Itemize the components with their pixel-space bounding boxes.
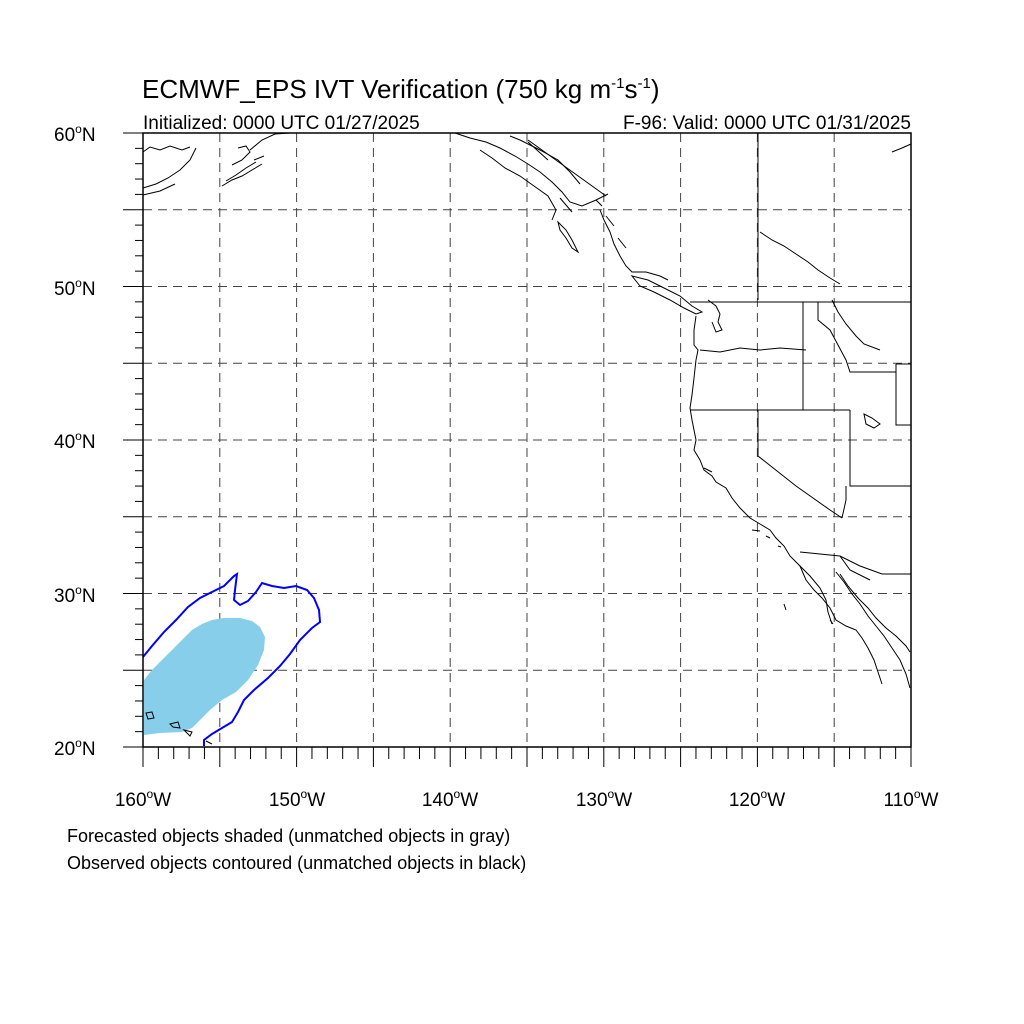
lon-label-150: 150oW [269,787,325,811]
subtitle-initialized: Initialized: 0000 UTC 01/27/2025 [143,113,420,134]
subtitle-valid: F-96: Valid: 0000 UTC 01/31/2025 [623,113,911,134]
lon-label-120: 120oW [729,787,785,811]
lat-label-60: 60oN [54,122,96,146]
observed-ivt-contour [142,571,322,746]
lon-label-130: 130oW [576,787,632,811]
lat-label-40: 40oN [54,429,96,453]
map-panel [123,132,912,767]
figure-title: ECMWF_EPS IVT Verification (750 kg m-1s-… [142,74,659,104]
lon-label-140: 140oW [422,787,478,811]
minor-ticks [123,132,912,767]
lat-label-20: 20oN [54,736,96,760]
note-forecast: Forecasted objects shaded (unmatched obj… [67,826,510,846]
latitude-labels: 20oN 30oN 40oN 50oN 60oN [54,122,96,760]
basemap-borders [527,133,911,581]
lat-label-30: 30oN [54,583,96,607]
lon-label-110: 110oW [884,787,939,811]
lat-label-50: 50oN [54,276,96,300]
forecast-ivt-object [144,618,265,735]
lon-label-160: 160oW [115,787,171,811]
note-observed: Observed objects contoured (unmatched ob… [67,853,526,873]
longitude-labels: 160oW 150oW 140oW 130oW 120oW 110oW [115,787,939,811]
basemap-coastlines [142,132,912,745]
